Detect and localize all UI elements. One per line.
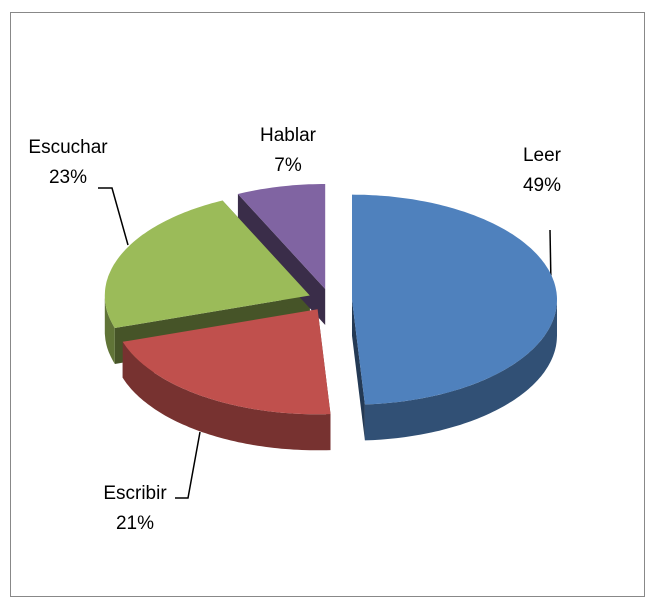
slice-wall: [352, 299, 365, 441]
slice: [104, 200, 310, 328]
slice: [122, 309, 331, 415]
slice-label: Leer: [523, 145, 562, 166]
slice: [352, 194, 557, 405]
slice: [237, 184, 326, 289]
slice-side: [122, 341, 331, 451]
slice-value-label: 7%: [274, 155, 302, 176]
slice-label: Escribir: [103, 483, 167, 504]
slice-value-label: 21%: [116, 513, 154, 534]
slice-side: [104, 295, 115, 364]
slice-value-label: 23%: [49, 167, 87, 188]
slice-label: Hablar: [260, 125, 317, 146]
slice-label: Escuchar: [28, 137, 108, 158]
leader-line: [98, 187, 129, 246]
leader-line: [175, 431, 201, 499]
slice-value-label: 49%: [523, 175, 561, 196]
slice-side: [364, 299, 557, 441]
